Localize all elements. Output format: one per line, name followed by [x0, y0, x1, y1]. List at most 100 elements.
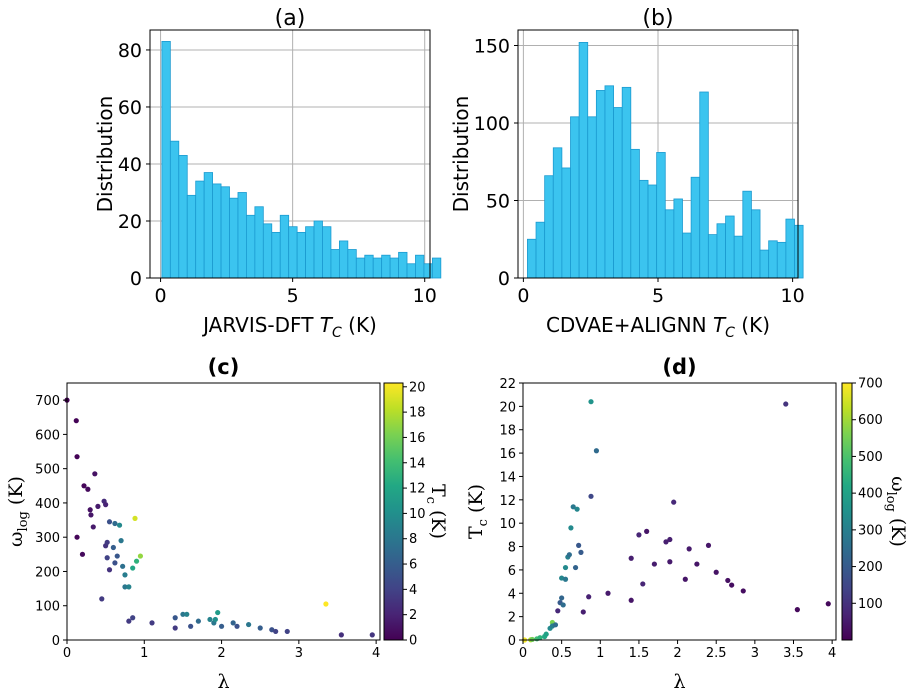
histogram-bar: [561, 167, 571, 279]
x-tick-label: 3.5: [783, 646, 804, 661]
histogram-bar: [595, 90, 606, 279]
x-tick-label: 0.5: [551, 646, 572, 661]
scatter-point: [552, 622, 559, 628]
scatter-point: [537, 635, 543, 641]
y-tick-label: 400: [35, 497, 60, 512]
scatter-point: [120, 563, 126, 569]
y-tick-label: 20: [499, 400, 516, 415]
scatter-point: [122, 572, 128, 578]
scatter-point: [79, 551, 86, 557]
x-tick-label: 2: [673, 646, 681, 661]
scatter-point: [112, 520, 118, 527]
histogram-bar: [759, 249, 770, 279]
scatter-point: [230, 620, 236, 626]
colorbar-tick-label: 100: [858, 597, 883, 612]
x-tick-label: 10: [413, 285, 437, 307]
histogram-bar: [161, 41, 171, 279]
histogram-bar: [570, 116, 580, 279]
y-axis-label: Tc (K): [465, 484, 491, 539]
histogram-bar: [415, 254, 425, 279]
scatter-point: [725, 577, 731, 584]
x-tick-label: 0: [63, 646, 71, 661]
histogram-bar: [178, 155, 188, 279]
y-tick-label: 700: [35, 394, 60, 409]
histogram-bar: [296, 231, 306, 279]
colorbar: [383, 382, 404, 641]
y-tick-label: 14: [499, 470, 516, 485]
scatter-point: [172, 625, 178, 631]
scatter-point: [543, 631, 549, 637]
histogram-bar: [673, 198, 683, 279]
panel-a: (a) 0 5 10 0 20 40 60 80 JARVIS-DFT TC (K) Distrib…: [93, 6, 442, 341]
y-tick-label: 100: [474, 113, 510, 135]
scatter-point: [126, 584, 132, 590]
scatter-point: [92, 471, 98, 477]
y-tick-label: 200: [35, 565, 60, 580]
scatter-point: [636, 532, 642, 538]
histogram-bar: [237, 192, 247, 279]
histogram-bar: [630, 148, 640, 279]
scatter-point: [576, 542, 582, 548]
scatter-point: [667, 536, 673, 543]
colorbar-tick-label: 10: [409, 507, 426, 522]
colorbar-tick-label: 6: [409, 558, 417, 573]
scatter-point: [568, 525, 574, 531]
scatter-point: [369, 632, 375, 638]
histogram-bar: [229, 197, 239, 279]
scatter-point: [207, 616, 213, 623]
x-tick-label: 1: [596, 646, 604, 661]
scatter-point: [116, 522, 123, 528]
colorbar: [841, 382, 853, 641]
x-tick-label: 3: [295, 646, 303, 661]
histogram-bar: [544, 175, 554, 279]
scatter-point: [99, 596, 105, 602]
scatter-point: [149, 620, 155, 626]
scatter-point: [605, 590, 611, 596]
y-tick-label: 0: [130, 268, 142, 290]
scatter-point: [794, 607, 800, 613]
histogram-bar: [288, 226, 298, 279]
histogram-bar: [271, 231, 281, 279]
histogram-bar: [254, 206, 264, 279]
colorbar-tick-label: 0: [409, 634, 417, 649]
scatter-point: [234, 623, 240, 629]
y-tick-label: 16: [499, 447, 516, 462]
histogram-bar: [262, 223, 273, 279]
scatter-point: [694, 561, 700, 567]
colorbar-tick-label: 500: [858, 450, 883, 465]
histogram-bar: [322, 226, 332, 279]
scatter-point: [112, 560, 118, 566]
scatter-point: [783, 401, 789, 407]
histogram-bar: [725, 215, 735, 279]
histogram-bar: [313, 220, 323, 279]
histogram-bar: [431, 257, 442, 279]
scatter-point: [284, 628, 290, 635]
histogram-bar: [389, 257, 399, 279]
histogram-bar: [364, 254, 374, 279]
scatter-point: [212, 616, 218, 623]
histogram-bar: [776, 241, 787, 279]
histogram-bar: [355, 257, 366, 279]
scatter-point: [705, 542, 712, 548]
y-tick-label: 300: [35, 531, 60, 546]
colorbar-tick-label: 16: [409, 431, 426, 446]
y-tick-label: 600: [35, 428, 60, 443]
scatter-point: [126, 618, 132, 624]
histogram-bar: [169, 140, 180, 279]
scatter-point: [572, 564, 579, 571]
histogram-bar: [716, 223, 726, 279]
histogram-bar: [639, 179, 649, 279]
y-tick-label: 50: [486, 191, 510, 213]
scatter-point: [137, 553, 144, 559]
scatter-point: [562, 564, 569, 571]
histogram-bar: [794, 224, 804, 279]
scatter-point: [85, 486, 91, 492]
histogram-bar: [330, 249, 340, 279]
y-tick-label: 10: [499, 517, 516, 532]
y-tick-label: 6: [508, 564, 516, 579]
scatter-point: [555, 608, 561, 614]
scatter-point: [130, 615, 136, 621]
colorbar-tick-label: 12: [409, 482, 426, 497]
y-axis-label: Distribution: [93, 96, 117, 213]
